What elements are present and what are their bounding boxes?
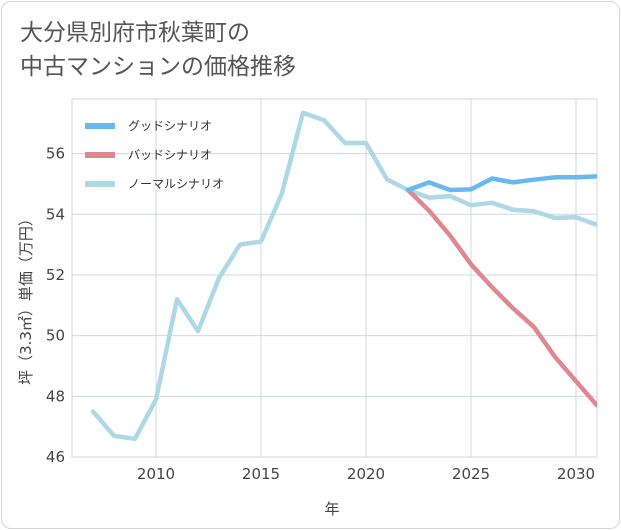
legend-label: グッドシナリオ <box>128 119 212 133</box>
x-tick-label: 2025 <box>452 465 490 483</box>
legend-label: バッドシナリオ <box>128 148 212 162</box>
y-axis-title: 坪（3.3㎡）単価（万円） <box>17 211 35 385</box>
x-tick-label: 2020 <box>347 465 385 483</box>
y-tick-label: 54 <box>46 205 65 223</box>
x-tick-label: 2010 <box>137 465 175 483</box>
legend-label: ノーマルシナリオ <box>128 177 224 191</box>
grid <box>71 98 598 458</box>
axes: 46 48 50 52 54 56 2010 2015 2020 2025 2030 <box>46 145 595 483</box>
series-lines <box>90 110 597 442</box>
x-tick-label: 2030 <box>557 465 595 483</box>
chart-title-line-2: 中古マンションの価格推移 <box>20 54 296 80</box>
series-line-2 <box>90 110 597 442</box>
y-tick-label: 50 <box>46 327 65 345</box>
y-tick-label: 56 <box>46 145 65 163</box>
y-tick-label: 48 <box>46 387 65 405</box>
series-line-0 <box>405 174 597 193</box>
y-tick-label: 46 <box>46 448 65 466</box>
x-tick-label: 2015 <box>242 465 280 483</box>
chart-title-line-1: 大分県別府市秋葉町の <box>20 20 250 46</box>
x-axis-title: 年 <box>324 500 339 518</box>
series-line-1 <box>405 187 597 408</box>
chart-title: 大分県別府市秋葉町の 中古マンションの価格推移 <box>20 16 296 84</box>
y-tick-label: 52 <box>46 266 65 284</box>
